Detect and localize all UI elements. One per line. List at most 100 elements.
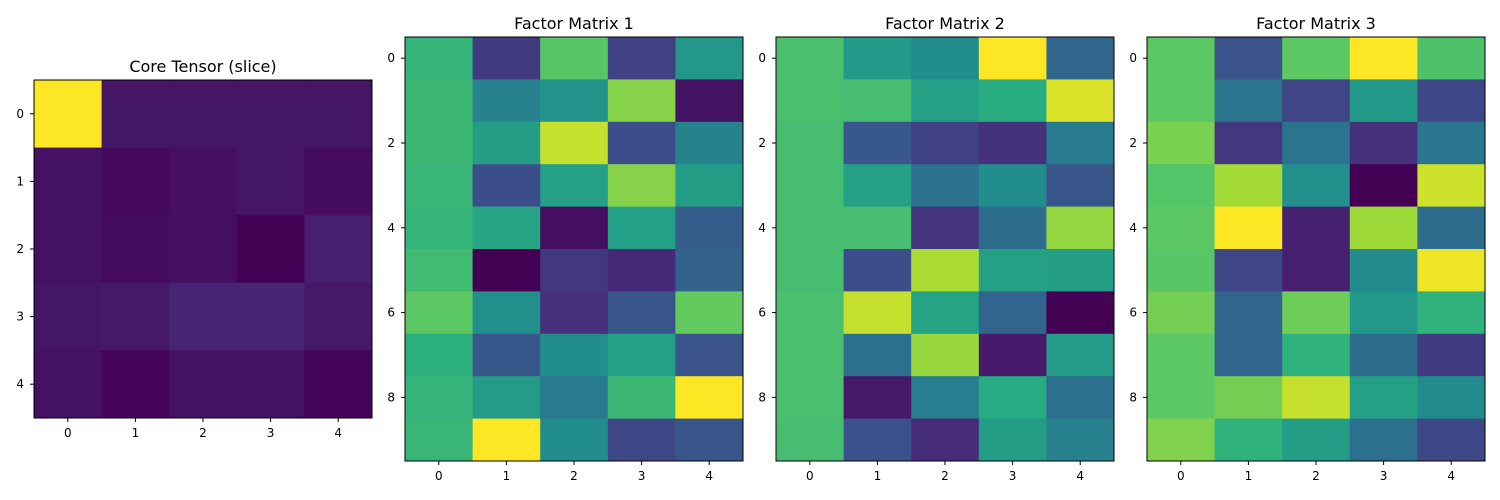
heatmap-cell [540,121,609,165]
heatmap-cell [169,350,238,419]
y-tick-label: 0 [16,107,24,121]
heatmap-cell [472,376,541,419]
heatmap-cell [776,37,844,80]
heatmap-cell [34,147,102,216]
x-tick-label: 1 [874,469,882,483]
heatmap-cell [1214,291,1283,335]
heatmap-cell [607,164,676,207]
heatmap-cell [675,37,744,80]
heatmap-cell [472,37,541,80]
y-tick-label: 1 [16,174,24,188]
heatmap-cell [675,418,744,462]
heatmap-cell [101,282,170,351]
heatmap-cell [101,80,170,148]
heatmap-cell [472,79,541,123]
x-tick-label: 2 [570,469,578,483]
heatmap-cell [405,376,473,419]
heatmap-cell [1349,249,1418,292]
heatmap-cell [607,376,676,419]
heatmap-cell [911,249,980,292]
heatmap-cell [236,147,305,216]
heatmap-cell [978,121,1047,165]
heatmap-cell [304,80,373,148]
heatmap-cell [1147,164,1215,207]
y-tick-label: 4 [1129,221,1137,235]
heatmap-cell [540,418,609,462]
heatmap-cell [843,418,912,462]
heatmap-cell [1349,418,1418,462]
heatmap-cell [472,291,541,335]
heatmap-cell [843,206,912,250]
heatmap-cell [1349,206,1418,250]
heatmap-cell [1349,164,1418,207]
heatmap-cell [607,79,676,123]
heatmap-cell [776,291,844,335]
heatmap-cell [472,206,541,250]
heatmap-cell [675,206,744,250]
heatmap-cell [843,121,912,165]
heatmap-cell [607,37,676,80]
heatmap-cell [169,147,238,216]
heatmap-cell [304,282,373,351]
heatmap-cell [540,333,609,377]
heatmap-cell [1214,37,1283,80]
heatmap-cell [675,333,744,377]
heatmap-cell [675,376,744,419]
heatmap-cell [1417,249,1486,292]
x-tick-label: 2 [199,426,207,440]
heatmap-cell [101,147,170,216]
heatmap-cell [843,79,912,123]
heatmap-cell [540,164,609,207]
heatmap-cell [101,215,170,284]
heatmap-cell [1147,37,1215,80]
heatmap-cell [911,291,980,335]
heatmap-cell [540,206,609,250]
heatmap-cell [472,418,541,462]
heatmap-cell [1214,121,1283,165]
heatmap-cell [1147,121,1215,165]
heatmap-cell [1147,291,1215,335]
y-tick-label: 6 [387,306,395,320]
heatmap-cell [1046,121,1115,165]
y-tick-label: 0 [758,51,766,65]
heatmap-cell [675,291,744,335]
heatmap-cell [1417,37,1486,80]
y-tick-label: 0 [387,51,395,65]
heatmap-cell [540,37,609,80]
heatmap-panel-3: Factor Matrix 3 0 1 2 3 4 0 2 4 6 8 [1129,14,1486,483]
y-tick-label: 4 [16,377,24,391]
heatmap-cell [1282,376,1351,419]
heatmap-cell [843,376,912,419]
heatmap-cell [978,376,1047,419]
heatmap-cell [1046,164,1115,207]
heatmap-cell [1214,164,1283,207]
heatmap-cell [1147,333,1215,377]
heatmap-cell [1282,164,1351,207]
heatmap-cell [540,376,609,419]
y-tick-label: 8 [1129,390,1137,404]
heatmap-cell [304,215,373,284]
heatmap-cell [1046,37,1115,80]
heatmap-cell [776,418,844,462]
heatmap-cell [1046,376,1115,419]
x-tick-label: 3 [1380,469,1388,483]
y-tick-label: 8 [758,390,766,404]
heatmap-cell [1214,249,1283,292]
heatmap-cell [1282,37,1351,80]
heatmap-cell [405,206,473,250]
heatmap-cell [1214,333,1283,377]
x-tick-label: 3 [267,426,275,440]
heatmap-cell [1147,376,1215,419]
heatmap-cell [978,164,1047,207]
heatmap-cell [1282,249,1351,292]
heatmap-cell [843,333,912,377]
heatmap-cell [1046,249,1115,292]
heatmap-cell [1046,206,1115,250]
heatmap-cell [978,249,1047,292]
x-tick-label: 4 [1076,469,1084,483]
chart-title: Core Tensor (slice) [129,57,276,76]
heatmap-cell [978,37,1047,80]
heatmap-cell [304,350,373,419]
x-tick-label: 4 [705,469,713,483]
x-tick-label: 0 [806,469,814,483]
